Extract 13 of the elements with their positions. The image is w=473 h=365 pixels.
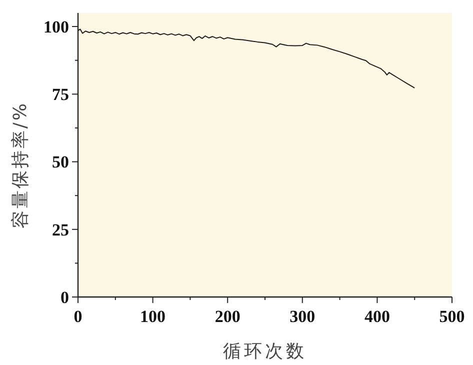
x-tick-label: 0	[74, 307, 82, 326]
x-tick-label: 300	[290, 307, 316, 326]
y-tick-label: 50	[52, 152, 69, 172]
x-axis-title: 循环次数	[223, 341, 307, 362]
y-tick-label: 75	[52, 85, 69, 104]
y-tick-label: 0	[60, 288, 69, 307]
y-tick-label: 25	[52, 220, 69, 240]
x-tick-label: 100	[140, 307, 166, 326]
y-tick-label: 100	[44, 17, 69, 36]
y-axis-title: 容量保持率/%	[10, 101, 31, 229]
x-tick-label: 200	[214, 307, 240, 326]
x-tick-label: 500	[439, 307, 465, 326]
x-tick-label: 400	[364, 307, 390, 326]
